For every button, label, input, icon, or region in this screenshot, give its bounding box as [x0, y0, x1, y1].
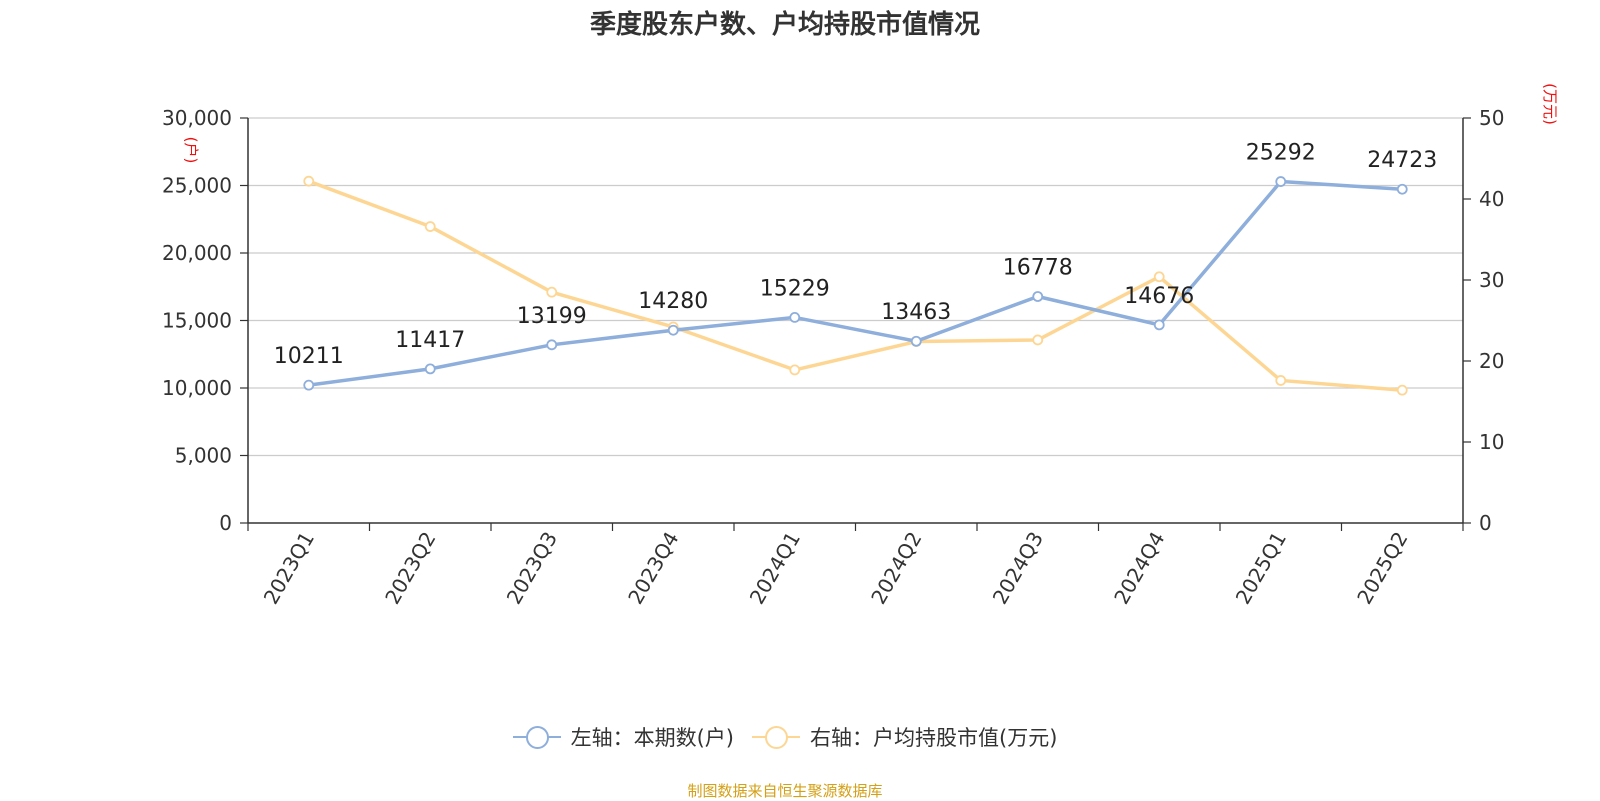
data-label: 14280 [638, 289, 708, 314]
data-point-left [789, 312, 801, 323]
data-point-left [424, 363, 436, 375]
left-axis-tick-label: 0 [219, 511, 232, 535]
data-point-right [424, 221, 436, 232]
legend-circle-line-icon-left [512, 726, 561, 749]
x-axis-tick-label: 2023Q4 [623, 528, 683, 609]
x-axis-tick-label: 2023Q2 [380, 528, 440, 609]
x-axis-tick-label: 2025Q1 [1231, 528, 1291, 609]
data-point-left [1275, 176, 1287, 187]
left-axis-tick-label: 10,000 [162, 376, 232, 400]
data-label: 10211 [274, 344, 344, 369]
x-axis-tick-label: 2024Q4 [1109, 528, 1169, 609]
right-axis-tick-label: 20 [1479, 349, 1504, 373]
right-axis-unit-label: (万元) [1541, 83, 1559, 125]
left-axis-tick-label: 5,000 [175, 444, 232, 468]
x-axis-tick-label: 2023Q1 [259, 528, 319, 609]
x-axis-tick-label: 2024Q2 [866, 528, 926, 609]
right-axis-tick-label: 0 [1479, 511, 1492, 535]
data-point-right [1275, 375, 1287, 386]
left-axis-unit-label: (户) [182, 137, 200, 164]
legend-label-left: 左轴：本期数(户) [570, 726, 734, 750]
data-point-left [1153, 319, 1165, 331]
data-point-right [1153, 271, 1165, 283]
x-axis-tick-label: 2023Q3 [502, 528, 562, 609]
legend-label-right: 右轴：户均持股市值(万元) [810, 726, 1058, 750]
data-point-left [667, 324, 679, 336]
data-label: 16778 [1003, 255, 1073, 280]
data-label: 13199 [517, 304, 587, 329]
right-axis-tick-label: 40 [1479, 187, 1504, 211]
data-point-right [789, 364, 801, 376]
data-point-right [1032, 334, 1044, 346]
data-label: 14676 [1124, 284, 1194, 309]
x-axis-tick-label: 2024Q1 [745, 528, 805, 609]
legend-item-right-series[interactable]: 右轴：户均持股市值(万元) [752, 722, 1057, 752]
x-axis-tick-label: 2025Q2 [1352, 528, 1412, 609]
right-axis-tick-label: 10 [1479, 430, 1504, 454]
data-label: 11417 [395, 328, 465, 353]
right-axis-tick-label: 30 [1479, 268, 1504, 292]
data-point-right [546, 286, 558, 298]
data-point-left [303, 379, 315, 391]
data-point-left [910, 335, 922, 347]
series-line-right [308, 179, 1403, 392]
data-label: 13463 [881, 300, 951, 325]
chart-title: 季度股东户数、户均持股市值情况 [589, 10, 980, 40]
legend: 左轴：本期数(户) 右轴：户均持股市值(万元) [0, 722, 1570, 752]
data-point-left [1396, 183, 1408, 195]
data-label: 24723 [1367, 148, 1437, 173]
data-point-left [1032, 291, 1044, 302]
left-axis-tick-label: 30,000 [162, 106, 232, 130]
legend-circle-line-icon-right [752, 726, 800, 749]
right-axis-tick-label: 50 [1479, 106, 1504, 130]
series-line-left [308, 179, 1403, 387]
data-point-right [1396, 384, 1408, 396]
x-axis-tick-label: 2024Q3 [988, 528, 1048, 609]
data-point-left [546, 339, 558, 351]
left-axis-tick-label: 15,000 [162, 309, 232, 333]
legend-item-left-series[interactable]: 左轴：本期数(户) [512, 722, 734, 752]
left-axis-tick-label: 20,000 [162, 241, 232, 265]
left-axis-tick-label: 25,000 [162, 174, 232, 198]
data-label: 15229 [760, 276, 830, 301]
data-label: 25292 [1246, 141, 1316, 166]
data-point-right [303, 175, 315, 187]
data-source-note: 制图数据来自恒生聚源数据库 [687, 782, 883, 800]
